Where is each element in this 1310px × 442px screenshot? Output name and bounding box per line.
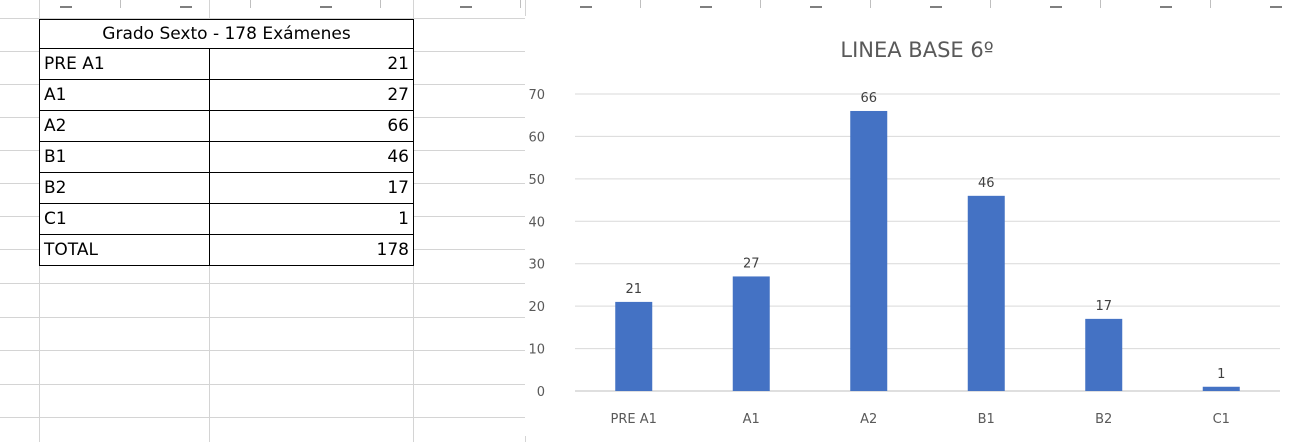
- column-header-mark: [810, 6, 822, 8]
- x-tick-label: B1: [978, 412, 995, 427]
- bar[interactable]: [615, 301, 653, 391]
- x-tick-label: C1: [1213, 412, 1230, 427]
- column-header-mark: [320, 6, 332, 8]
- column-divider: [520, 0, 521, 8]
- column-header-mark: [460, 6, 472, 8]
- table-row: A1 27: [39, 79, 414, 111]
- table-row: C1 1: [39, 203, 414, 235]
- x-tick-label: A1: [743, 412, 760, 427]
- y-tick-label: 50: [528, 173, 545, 188]
- bar[interactable]: [967, 195, 1005, 391]
- level-cell[interactable]: PRE A1: [39, 48, 210, 80]
- x-tick-label: B2: [1095, 412, 1112, 427]
- column-header-mark: [180, 6, 192, 8]
- column-divider: [870, 0, 871, 8]
- level-cell[interactable]: A1: [39, 79, 210, 111]
- column-divider: [640, 0, 641, 8]
- y-tick-label: 70: [528, 88, 545, 103]
- bar-chart[interactable]: LINEA BASE 6º 0 10 20 30 40 50 60 70 21 27 66 46 17…: [525, 16, 1310, 436]
- table-row: B1 46: [39, 141, 414, 173]
- table-row-total: TOTAL 178: [39, 234, 414, 266]
- data-table: Grado Sexto - 178 Exámenes PRE A1 21 A1 …: [39, 19, 414, 266]
- column-divider: [1100, 0, 1101, 8]
- chart-title: LINEA BASE 6º: [840, 38, 993, 62]
- column-header-mark: [1270, 6, 1282, 8]
- y-tick-label: 60: [528, 130, 545, 145]
- y-tick-label: 20: [528, 300, 545, 315]
- bar[interactable]: [732, 276, 770, 391]
- y-tick-label: 30: [528, 258, 545, 273]
- count-cell[interactable]: 17: [209, 172, 414, 204]
- table-row: PRE A1 21: [39, 48, 414, 80]
- column-divider: [1210, 0, 1211, 8]
- chart-canvas: LINEA BASE 6º 0 10 20 30 40 50 60 70 21 27 66 46 17…: [528, 38, 1280, 427]
- table-row: A2 66: [39, 110, 414, 142]
- column-header-mark: [60, 6, 72, 8]
- gridlines: [575, 93, 1280, 392]
- x-tick-label: PRE A1: [611, 412, 657, 427]
- level-cell[interactable]: B2: [39, 172, 210, 204]
- count-cell[interactable]: 27: [209, 79, 414, 111]
- total-label-cell[interactable]: TOTAL: [39, 234, 210, 266]
- x-axis: PRE A1 A1 A2 B1 B2 C1: [611, 412, 1230, 427]
- column-divider: [760, 0, 761, 8]
- level-cell[interactable]: A2: [39, 110, 210, 142]
- level-cell[interactable]: C1: [39, 203, 210, 235]
- data-labels: 21 27 66 46 17 1: [625, 91, 1225, 382]
- column-header-mark: [1050, 6, 1062, 8]
- column-divider: [120, 0, 121, 8]
- column-header-mark: [580, 6, 592, 8]
- y-tick-label: 40: [528, 215, 545, 230]
- count-cell[interactable]: 1: [209, 203, 414, 235]
- y-axis: 0 10 20 30 40 50 60 70: [528, 88, 545, 400]
- bar[interactable]: [850, 110, 888, 391]
- data-label: 21: [625, 282, 642, 297]
- data-label: 66: [860, 91, 877, 106]
- data-label: 27: [743, 256, 760, 271]
- level-cell[interactable]: B1: [39, 141, 210, 173]
- data-label: 46: [978, 176, 995, 191]
- count-cell[interactable]: 66: [209, 110, 414, 142]
- data-label: 17: [1095, 299, 1112, 314]
- table-header-row: Grado Sexto - 178 Exámenes: [39, 19, 414, 49]
- column-divider: [250, 0, 251, 8]
- count-cell[interactable]: 21: [209, 48, 414, 80]
- table-row: B2 17: [39, 172, 414, 204]
- bar[interactable]: [1202, 386, 1240, 391]
- column-header-strip: [0, 0, 1310, 14]
- column-divider: [380, 0, 381, 8]
- column-header-mark: [930, 6, 942, 8]
- column-header-mark: [700, 6, 712, 8]
- bar-series: [615, 110, 1240, 391]
- count-cell[interactable]: 46: [209, 141, 414, 173]
- total-value-cell[interactable]: 178: [209, 234, 414, 266]
- y-tick-label: 0: [537, 385, 545, 400]
- x-tick-label: A2: [860, 412, 877, 427]
- column-header-mark: [1160, 6, 1172, 8]
- data-label: 1: [1217, 367, 1225, 382]
- table-header-cell[interactable]: Grado Sexto - 178 Exámenes: [39, 19, 414, 49]
- bar[interactable]: [1085, 318, 1123, 391]
- column-divider: [990, 0, 991, 8]
- y-tick-label: 10: [528, 343, 545, 358]
